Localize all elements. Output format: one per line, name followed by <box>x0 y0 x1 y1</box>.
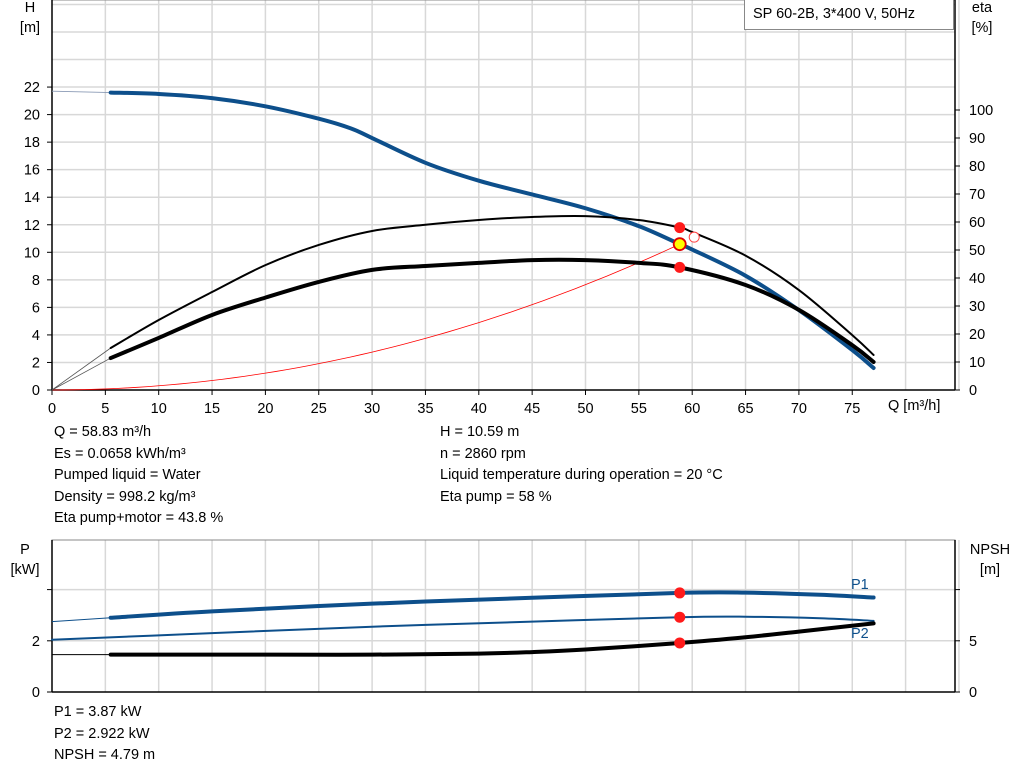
h-tick-label: 14 <box>24 190 40 206</box>
h-tick-label: 8 <box>32 273 40 289</box>
pump-title-box: SP 60-2B, 3*400 V, 50Hz <box>744 0 954 30</box>
x-tick-label: 20 <box>257 401 273 417</box>
h-tick-label: 18 <box>24 135 40 151</box>
h-tick-label: 10 <box>24 245 40 261</box>
x-tick-label: 45 <box>524 401 540 417</box>
npsh-unit: [m] <box>979 562 1001 578</box>
pump-title: SP 60-2B, 3*400 V, 50Hz <box>753 6 916 22</box>
x-tick-label: 40 <box>471 401 487 417</box>
p2-duty-marker <box>674 611 686 623</box>
p-axis-label: P [kW] <box>10 540 40 580</box>
p-tick-label: 0 <box>32 685 40 701</box>
eta_pump-extrapolation <box>51 347 111 391</box>
P1-curve <box>108 590 876 620</box>
npsh-tick-label: 0 <box>969 685 977 701</box>
eta-axis-label: eta [%] <box>962 0 1002 38</box>
requested-point-marker <box>688 231 700 243</box>
p1-curve-label: P1 <box>851 577 869 593</box>
h-tick-label: 22 <box>24 80 40 96</box>
x-tick-label: 70 <box>791 401 807 417</box>
eta-tick-label: 80 <box>969 159 985 175</box>
h-tick-label: 2 <box>32 355 40 371</box>
info-line: n = 2860 rpm <box>440 445 526 462</box>
eta-tick-label: 0 <box>969 383 977 399</box>
q-axis-label: Q [m³/h] <box>888 398 941 414</box>
H-extrapolation <box>51 90 111 93</box>
eta-tick-label: 70 <box>969 187 985 203</box>
info-line: Eta pump = 58 % <box>440 488 552 505</box>
x-tick-label: 35 <box>417 401 433 417</box>
h-tick-label: 0 <box>32 383 40 399</box>
system-curve <box>51 243 680 391</box>
h-tick-label: 12 <box>24 218 40 234</box>
p1-duty-marker <box>674 587 686 599</box>
eta-tick-label: 60 <box>969 215 985 231</box>
npsh-duty-marker <box>674 637 686 649</box>
P2-curve <box>51 615 875 641</box>
info-line: Eta pump+motor = 43.8 % <box>54 510 224 526</box>
NPSH-curve <box>108 621 876 657</box>
npsh-label: NPSH <box>969 542 1011 558</box>
x-tick-label: 5 <box>101 401 109 417</box>
p-unit: [kW] <box>10 562 40 578</box>
plot-frame <box>51 539 956 693</box>
info-line: H = 10.59 m <box>440 424 520 440</box>
info-line: P1 = 3.87 kW <box>54 704 142 720</box>
info-line: Q = 58.83 m³/h <box>54 424 152 440</box>
x-tick-label: 30 <box>364 401 380 417</box>
eta-pump-duty-marker <box>674 222 686 234</box>
npsh-axis-label: NPSH [m] <box>962 540 1018 580</box>
P1-extrapolation <box>51 617 111 623</box>
H-curve <box>108 90 876 370</box>
eta_total-curve <box>108 257 876 364</box>
duty-point-marker <box>672 237 687 252</box>
x-tick-label: 55 <box>631 401 647 417</box>
eta-tick-label: 40 <box>969 271 985 287</box>
eta-tick-label: 30 <box>969 299 985 315</box>
x-tick-label: 50 <box>577 401 593 417</box>
eta-tick-label: 20 <box>969 327 985 343</box>
x-tick-label: 15 <box>204 401 220 417</box>
eta-tick-label: 90 <box>969 131 985 147</box>
h-tick-label: 20 <box>24 108 40 124</box>
h-tick-label: 6 <box>32 300 40 316</box>
h-axis-label: H [m] <box>18 0 42 38</box>
h-tick-label: 4 <box>32 328 40 344</box>
eta-label: eta <box>971 0 993 16</box>
p-label: P <box>20 542 30 558</box>
eta-tick-label: 50 <box>969 243 985 259</box>
x-tick-label: 75 <box>844 401 860 417</box>
info-line: Es = 0.0658 kWh/m³ <box>54 445 186 462</box>
x-tick-label: 25 <box>311 401 327 417</box>
h-unit: [m] <box>19 20 41 36</box>
eta-tick-label: 100 <box>969 103 993 119</box>
info-line: Liquid temperature during operation = 20… <box>440 467 723 483</box>
info-line: Density = 998.2 kg/m³ <box>54 488 196 505</box>
x-tick-label: 65 <box>737 401 753 417</box>
h-label: H <box>24 0 36 16</box>
x-tick-label: 60 <box>684 401 700 417</box>
eta-tick-label: 10 <box>969 355 985 371</box>
info-line: P2 = 2.922 kW <box>54 725 150 742</box>
x-tick-label: 0 <box>48 401 56 417</box>
info-line: NPSH = 4.79 m <box>54 747 156 763</box>
p2-curve-label: P2 <box>851 626 869 642</box>
npsh-tick-label: 5 <box>969 634 977 650</box>
eta-total-duty-marker <box>674 261 686 273</box>
eta-unit: [%] <box>971 20 993 36</box>
eta_total-extrapolation <box>51 357 111 391</box>
x-tick-label: 10 <box>151 401 167 417</box>
p-tick-label: 2 <box>32 634 40 650</box>
info-line: Pumped liquid = Water <box>54 467 201 483</box>
h-tick-label: 16 <box>24 163 40 179</box>
plot-frame <box>51 0 956 391</box>
eta_pump-curve <box>109 214 875 356</box>
